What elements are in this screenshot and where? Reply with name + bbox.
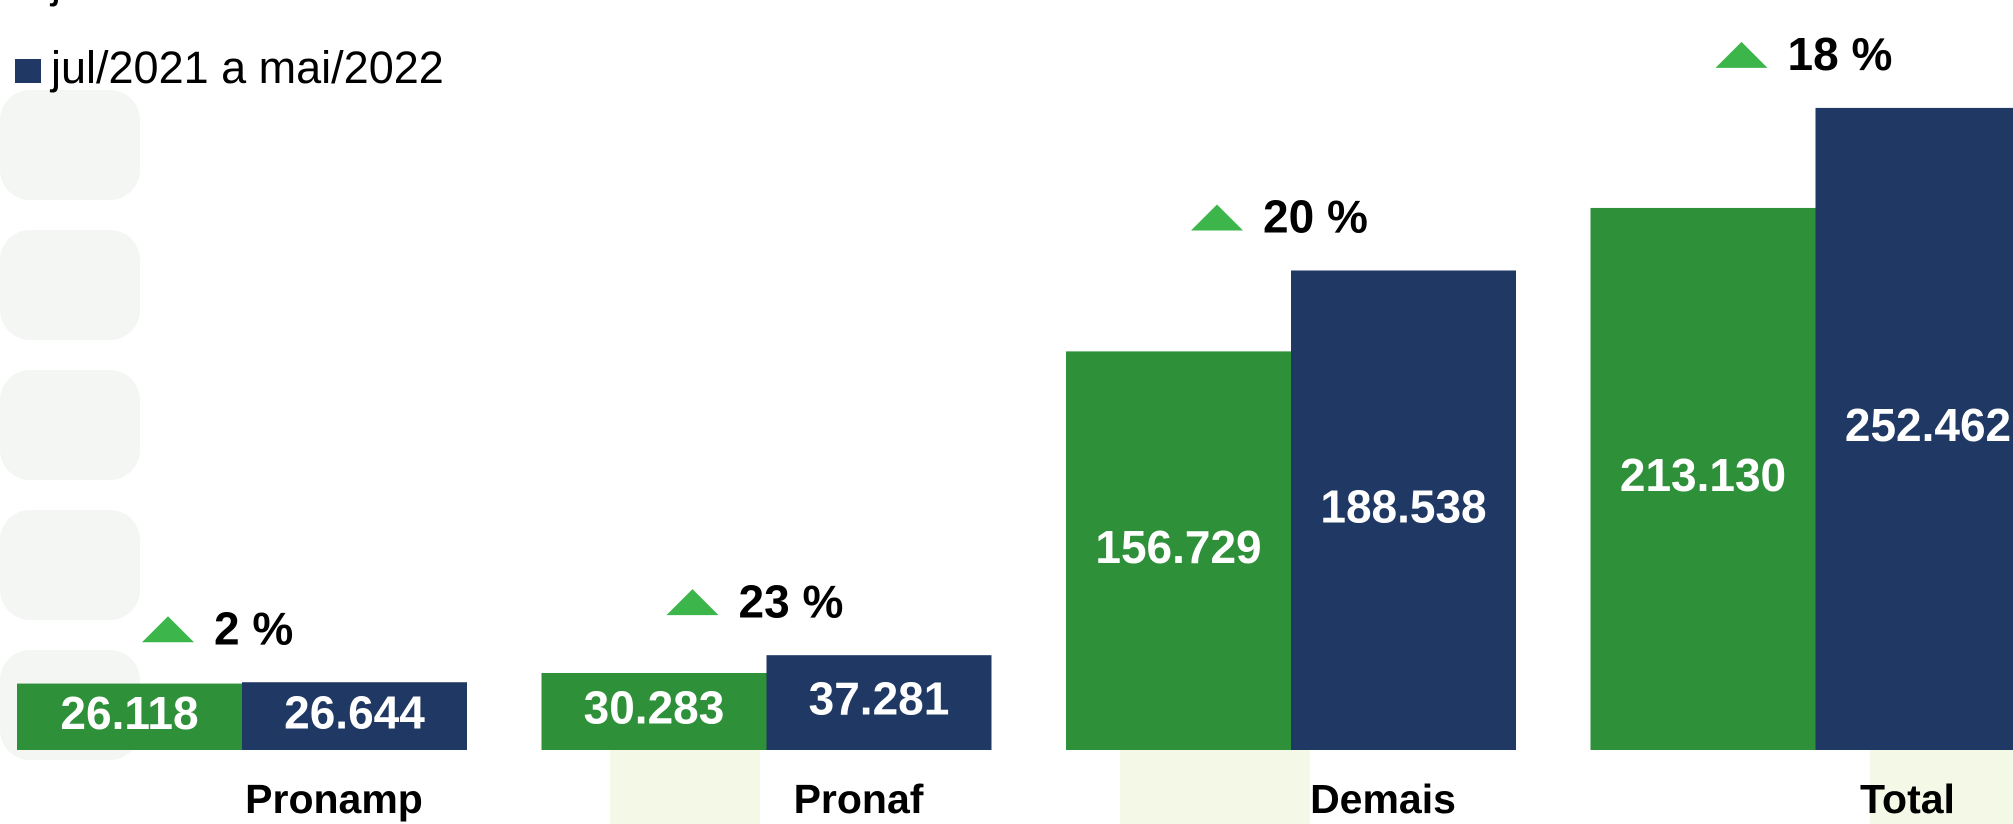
value-label: 213.130 <box>1620 449 1786 501</box>
growth-arrow <box>1715 41 1768 68</box>
watermark <box>0 90 140 760</box>
bar <box>1066 351 1291 750</box>
watermark-green <box>610 690 2013 824</box>
legend-swatch <box>15 59 41 83</box>
bar <box>1815 107 2013 751</box>
growth-arrow <box>666 589 719 616</box>
bar <box>17 683 242 750</box>
bar <box>1590 207 1816 751</box>
bar <box>1291 270 1516 750</box>
value-label: 30.283 <box>584 682 725 734</box>
bar <box>242 682 467 750</box>
growth-label: 23 % <box>739 575 844 627</box>
x-tick-label: Pronaf <box>794 776 924 822</box>
x-tick-label: Demais <box>1310 776 1456 822</box>
value-label: 26.644 <box>284 686 425 738</box>
value-label: 188.538 <box>1320 480 1486 532</box>
value-label: 26.118 <box>60 687 198 739</box>
x-tick-label: Pronamp <box>245 776 423 822</box>
value-label: 156.729 <box>1095 521 1261 573</box>
value-label: 37.281 <box>809 673 950 725</box>
legend-label: jul/2020 a mai/2021 <box>49 0 444 7</box>
growth-arrow <box>1191 204 1243 231</box>
growth-label: 20 % <box>1263 191 1368 243</box>
growth-label: 18 % <box>1788 28 1893 80</box>
legend: jul/2020 a mai/2021 jul/2021 a mai/2022 <box>15 0 444 93</box>
value-label: 252.462 <box>1845 399 2011 451</box>
bar <box>766 655 992 750</box>
growth-arrow <box>142 616 194 643</box>
growth-label: 2 % <box>214 602 293 654</box>
plot: 26.118 26.644 2 % Pronamp 30.283 37.281 23 % Pr… <box>17 28 2013 822</box>
bar <box>541 672 767 750</box>
x-tick-label: Total <box>1860 776 1955 822</box>
legend-label: jul/2021 a mai/2022 <box>49 42 444 93</box>
